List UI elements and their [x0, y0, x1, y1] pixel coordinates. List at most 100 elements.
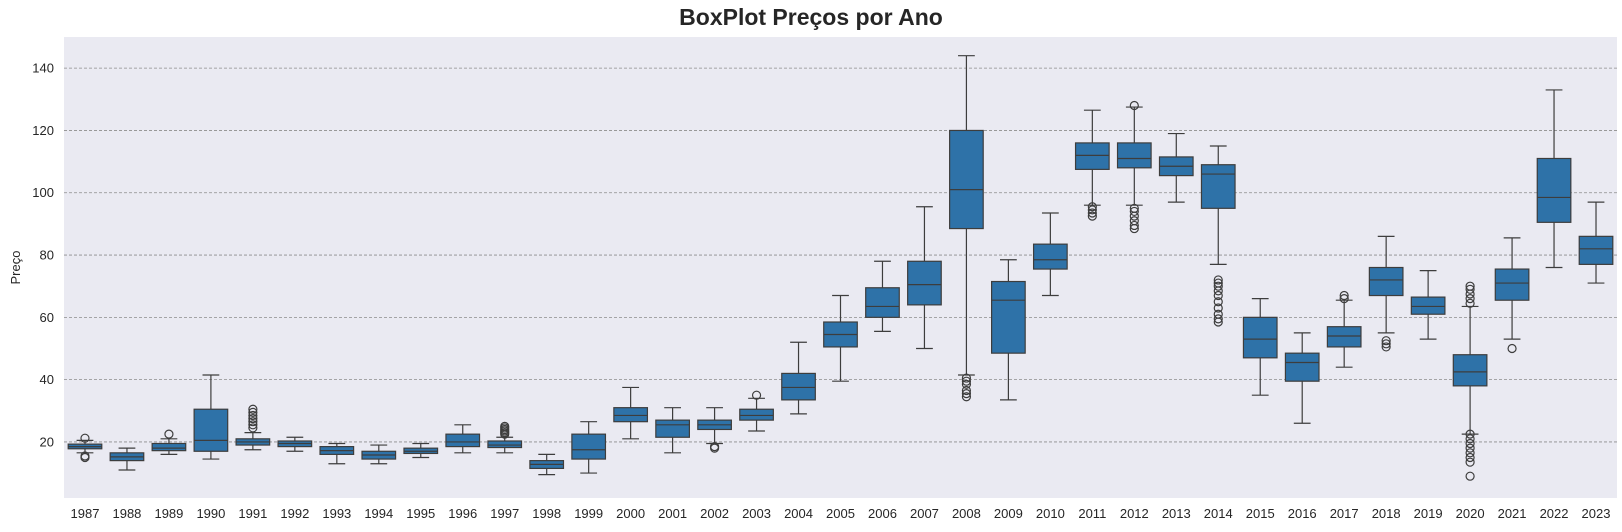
- box-2014: [1200, 145, 1236, 327]
- box-2016: [1284, 332, 1320, 424]
- x-tick-label: 2011: [1078, 506, 1106, 521]
- x-tick-label: 1998: [532, 506, 561, 521]
- box-body: [1536, 157, 1572, 223]
- x-tick-label: 1990: [196, 506, 225, 521]
- outlier-point: [961, 379, 972, 389]
- outlier-point: [248, 413, 258, 424]
- box-2012: [1116, 100, 1152, 234]
- box-1992: [277, 436, 313, 452]
- outlier-point: [1465, 471, 1475, 481]
- x-tick-label: 2022: [1540, 506, 1569, 521]
- box-2005: [823, 294, 858, 382]
- outlier-point: [1465, 452, 1475, 463]
- outlier-point: [961, 392, 972, 402]
- x-tick-label: 2005: [826, 506, 855, 521]
- y-tick-label: 100: [32, 185, 54, 200]
- x-tick-label: 2006: [868, 506, 897, 521]
- box-1988: [109, 447, 145, 471]
- box-body: [1242, 316, 1278, 359]
- box-2011: [1074, 109, 1110, 221]
- x-tick-label: 2007: [910, 506, 939, 521]
- x-tick-label: 1997: [490, 506, 519, 521]
- outlier-point: [80, 451, 90, 461]
- outlier-point: [1465, 429, 1475, 439]
- x-tick-label: 1995: [406, 506, 435, 521]
- box-body: [907, 260, 942, 306]
- box-body: [613, 407, 649, 423]
- outlier-point: [1465, 298, 1475, 308]
- box-1995: [403, 442, 439, 459]
- box-1994: [361, 444, 397, 465]
- box-body: [865, 287, 900, 318]
- outlier-point: [80, 433, 90, 443]
- box-body: [1494, 268, 1530, 301]
- box-body: [1116, 142, 1152, 169]
- x-tick-label: 1999: [574, 506, 603, 521]
- box-body: [655, 419, 690, 438]
- box-body: [1032, 243, 1068, 270]
- box-body: [445, 433, 481, 448]
- outlier-point: [248, 410, 258, 421]
- x-tick-label: 2019: [1414, 506, 1443, 521]
- box-2003: [739, 390, 774, 432]
- box-2022: [1536, 89, 1572, 269]
- outlier-point: [1087, 211, 1097, 221]
- box-1993: [319, 442, 355, 465]
- outlier-point: [1339, 294, 1349, 304]
- box-1991: [235, 404, 271, 451]
- outlier-point: [1213, 303, 1223, 313]
- outlier-point: [1381, 342, 1391, 352]
- outlier-point: [1129, 206, 1139, 217]
- outlier-point: [1465, 457, 1475, 467]
- x-tick-label: 1996: [448, 506, 477, 521]
- x-tick-label: 2003: [742, 506, 771, 521]
- box-body: [571, 433, 607, 460]
- box-body: [1326, 326, 1362, 348]
- chart-title: BoxPlot Preços por Ano: [679, 4, 943, 30]
- outlier-point: [1087, 202, 1097, 212]
- x-tick-label: 2002: [700, 506, 729, 521]
- x-tick-label: 2023: [1582, 506, 1611, 521]
- x-tick-label: 2008: [952, 506, 981, 521]
- x-tick-label: 2012: [1120, 506, 1149, 521]
- x-tick-label: 2009: [994, 506, 1023, 521]
- box-body: [1074, 142, 1110, 170]
- box-body: [1578, 235, 1614, 265]
- box-1999: [571, 421, 607, 474]
- box-2000: [613, 386, 649, 440]
- x-tick-label: 1987: [71, 506, 100, 521]
- outlier-point: [1213, 290, 1223, 301]
- y-tick-label: 140: [32, 61, 54, 76]
- box-2008: [949, 55, 984, 402]
- outlier-point: [1381, 339, 1391, 349]
- outlier-point: [1381, 336, 1391, 346]
- outlier-point: [1129, 220, 1139, 231]
- box-1989: [151, 429, 187, 455]
- box-body: [1410, 296, 1446, 315]
- box-body: [949, 129, 984, 230]
- outlier-point: [248, 404, 258, 414]
- x-tick-label: 2014: [1204, 506, 1233, 521]
- outlier-point: [248, 423, 258, 433]
- outlier-point: [1213, 314, 1223, 324]
- box-body: [1284, 352, 1320, 382]
- outlier-point: [1465, 294, 1475, 304]
- box-1998: [529, 453, 565, 476]
- outlier-point: [1213, 297, 1223, 307]
- x-tick-label: 2000: [616, 506, 645, 521]
- outlier-point: [248, 407, 258, 417]
- box-2010: [1032, 212, 1068, 297]
- box-body: [1452, 354, 1488, 387]
- y-tick-label: 40: [40, 372, 54, 387]
- outlier-point: [248, 417, 258, 427]
- x-tick-label: 1989: [154, 506, 183, 521]
- x-tick-label: 2013: [1162, 506, 1191, 521]
- outlier-point: [248, 420, 258, 430]
- box-2017: [1326, 290, 1362, 368]
- box-2021: [1494, 237, 1530, 354]
- box-1990: [193, 374, 229, 460]
- x-tick-label: 1992: [280, 506, 309, 521]
- box-body: [1200, 164, 1236, 209]
